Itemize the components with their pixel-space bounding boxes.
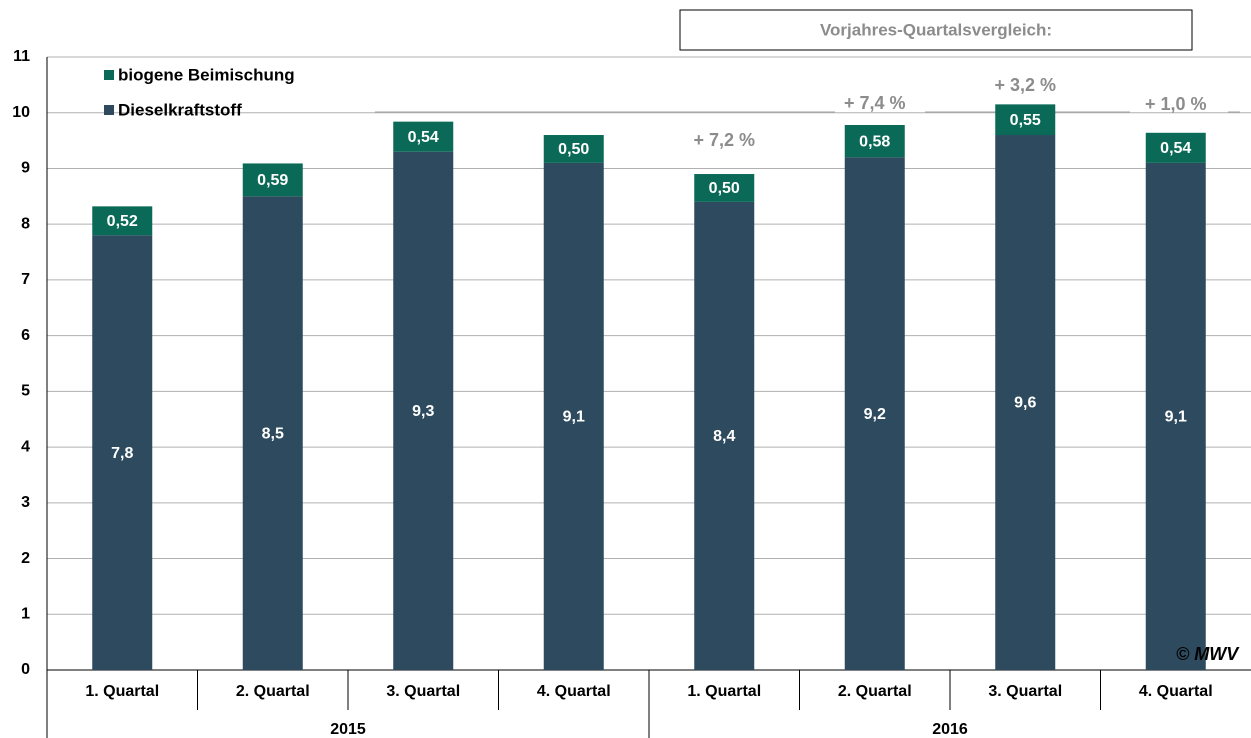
bar-segment: [844, 157, 905, 671]
bar-segment: [694, 201, 755, 670]
bar-segment: [242, 163, 303, 197]
bar-segment: [393, 151, 454, 671]
y-tick-label: 9: [21, 160, 30, 177]
data-label: 7,8: [111, 445, 133, 462]
data-label: 0,54: [408, 129, 439, 146]
x-tick-label: 2. Quartal: [838, 683, 912, 700]
bar-segment: [844, 124, 905, 158]
data-label: 8,5: [262, 425, 284, 442]
x-tick-label: 1. Quartal: [687, 683, 761, 700]
x-tick-label: 2. Quartal: [236, 683, 310, 700]
data-label: 8,4: [713, 428, 735, 445]
legend-swatch: [104, 105, 114, 115]
x-tick-label: 3. Quartal: [386, 683, 460, 700]
bar-segment: [393, 121, 454, 152]
group-label: 2015: [330, 721, 366, 738]
comparison-label: + 3,2 %: [994, 75, 1056, 95]
y-tick-label: 5: [21, 383, 30, 400]
data-label: 0,59: [257, 172, 288, 189]
y-tick-label: 3: [21, 494, 30, 511]
y-tick-label: 1: [21, 605, 30, 622]
group-label: 2016: [932, 721, 968, 738]
data-label: 0,50: [558, 141, 589, 158]
y-tick-label: 8: [21, 215, 30, 232]
bar-segment: [92, 206, 153, 236]
x-tick-label: 1. Quartal: [85, 683, 159, 700]
copyright: © MWV: [1176, 644, 1240, 664]
bar-segment: [995, 135, 1056, 670]
x-tick-label: 4. Quartal: [537, 683, 611, 700]
comparison-label: + 7,2 %: [693, 130, 755, 150]
y-tick-label: 11: [13, 48, 30, 65]
bar-segment: [242, 196, 303, 670]
comparison-label: + 1,0 %: [1145, 94, 1207, 114]
y-tick-label: 10: [12, 104, 30, 121]
x-tick-label: 4. Quartal: [1139, 683, 1213, 700]
comparison-title: Vorjahres-Quartalsvergleich:: [820, 20, 1052, 39]
bar-segment: [1145, 132, 1206, 163]
comparison-label: + 7,4 %: [844, 93, 906, 113]
data-label: 9,1: [563, 409, 585, 426]
data-label: 9,6: [1014, 395, 1036, 412]
data-label: 0,58: [859, 133, 890, 150]
data-label: 0,52: [107, 213, 138, 230]
y-tick-label: 7: [21, 271, 30, 288]
legend-label: biogene Beimischung: [118, 65, 295, 84]
bar-segment: [1145, 162, 1206, 670]
y-tick-label: 4: [21, 438, 30, 455]
legend-label: Dieselkraftstoff: [118, 100, 242, 119]
y-tick-label: 0: [21, 661, 30, 678]
bar-segment: [543, 162, 604, 670]
data-label: 9,3: [412, 403, 434, 420]
legend-swatch: [104, 70, 114, 80]
bar-segment: [543, 135, 604, 163]
data-label: 0,54: [1160, 140, 1191, 157]
data-label: 9,1: [1165, 409, 1187, 426]
bar-segment: [995, 104, 1056, 136]
bar-segment: [694, 174, 755, 202]
bar-segment: [92, 235, 153, 670]
x-tick-label: 3. Quartal: [988, 683, 1062, 700]
data-label: 9,2: [864, 406, 886, 423]
y-tick-label: 6: [21, 327, 30, 344]
comparison-box: [679, 9, 1193, 51]
data-label: 0,50: [709, 180, 740, 197]
data-label: 0,55: [1010, 112, 1041, 129]
y-tick-label: 2: [21, 550, 30, 567]
